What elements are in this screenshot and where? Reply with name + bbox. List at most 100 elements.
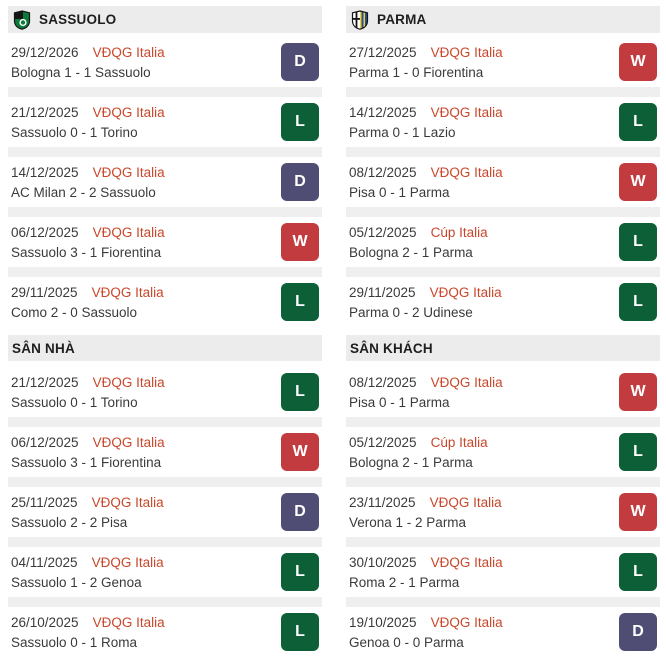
match-row[interactable]: 26/10/2025 VĐQG Italia Sassuolo 0 - 1 Rom… bbox=[8, 607, 322, 657]
match-row[interactable]: 29/11/2025 VĐQG Italia Parma 0 - 2 Udines… bbox=[346, 277, 660, 327]
match-info: 19/10/2025 VĐQG Italia Genoa 0 - 0 Parma bbox=[349, 615, 503, 650]
section-header-away: SÂN KHÁCH bbox=[346, 335, 660, 361]
competition-label: VĐQG Italia bbox=[430, 554, 503, 570]
match-score: AC Milan 2 - 2 Sassuolo bbox=[11, 184, 156, 200]
match-date: 23/11/2025 bbox=[349, 494, 416, 510]
result-badge: L bbox=[619, 283, 657, 321]
match-row[interactable]: 06/12/2025 VĐQG Italia Sassuolo 3 - 1 Fio… bbox=[8, 217, 322, 267]
match-row[interactable]: 08/12/2025 VĐQG Italia Pisa 0 - 1 Parma W bbox=[346, 367, 660, 417]
competition-label: VĐQG Italia bbox=[430, 164, 503, 180]
result-badge: W bbox=[619, 493, 657, 531]
recent-form-list-sassuolo: 29/12/2026 VĐQG Italia Bologna 1 - 1 Sass… bbox=[8, 37, 322, 327]
result-badge: W bbox=[619, 163, 657, 201]
match-score: Verona 1 - 2 Parma bbox=[349, 514, 467, 530]
result-badge: D bbox=[281, 163, 319, 201]
match-row[interactable]: 05/12/2025 Cúp Italia Bologna 2 - 1 Parma… bbox=[346, 217, 660, 267]
match-score: Parma 1 - 0 Fiorentina bbox=[349, 64, 484, 80]
match-info: 08/12/2025 VĐQG Italia Pisa 0 - 1 Parma bbox=[349, 165, 503, 200]
match-date: 08/12/2025 bbox=[349, 374, 417, 390]
match-date: 19/10/2025 bbox=[349, 614, 417, 630]
match-info: 29/11/2025 VĐQG Italia Como 2 - 0 Sassuol… bbox=[11, 285, 164, 320]
match-info: 06/12/2025 VĐQG Italia Sassuolo 3 - 1 Fio… bbox=[11, 435, 165, 470]
result-badge: D bbox=[619, 613, 657, 651]
competition-label: VĐQG Italia bbox=[92, 224, 165, 240]
match-score: Genoa 0 - 0 Parma bbox=[349, 634, 464, 650]
section-title: SÂN KHÁCH bbox=[350, 340, 433, 356]
match-info: 08/12/2025 VĐQG Italia Pisa 0 - 1 Parma bbox=[349, 375, 503, 410]
match-date: 21/12/2025 bbox=[11, 104, 79, 120]
result-badge: L bbox=[619, 223, 657, 261]
match-row[interactable]: 27/12/2025 VĐQG Italia Parma 1 - 0 Fioren… bbox=[346, 37, 660, 87]
competition-label: Cúp Italia bbox=[430, 224, 488, 240]
match-info: 14/12/2025 VĐQG Italia Parma 0 - 1 Lazio bbox=[349, 105, 503, 140]
match-info: 29/12/2026 VĐQG Italia Bologna 1 - 1 Sass… bbox=[11, 45, 165, 80]
team-header-sassuolo: SASSUOLO bbox=[8, 6, 322, 33]
away-form-list-parma: 08/12/2025 VĐQG Italia Pisa 0 - 1 Parma W… bbox=[346, 367, 660, 657]
match-info: 14/12/2025 VĐQG Italia AC Milan 2 - 2 Sas… bbox=[11, 165, 165, 200]
competition-label: VĐQG Italia bbox=[430, 374, 503, 390]
team-header-parma: PARMA bbox=[346, 6, 660, 33]
match-info: 23/11/2025 VĐQG Italia Verona 1 - 2 Parma bbox=[349, 495, 502, 530]
match-row[interactable]: 04/11/2025 VĐQG Italia Sassuolo 1 - 2 Gen… bbox=[8, 547, 322, 597]
match-info: 29/11/2025 VĐQG Italia Parma 0 - 2 Udines… bbox=[349, 285, 502, 320]
result-badge: W bbox=[619, 373, 657, 411]
match-row[interactable]: 29/12/2026 VĐQG Italia Bologna 1 - 1 Sass… bbox=[8, 37, 322, 87]
match-info: 25/11/2025 VĐQG Italia Sassuolo 2 - 2 Pis… bbox=[11, 495, 164, 530]
result-badge: L bbox=[619, 553, 657, 591]
competition-label: VĐQG Italia bbox=[430, 614, 503, 630]
match-row[interactable]: 30/10/2025 VĐQG Italia Roma 2 - 1 Parma L bbox=[346, 547, 660, 597]
competition-label: VĐQG Italia bbox=[91, 554, 164, 570]
match-score: Como 2 - 0 Sassuolo bbox=[11, 304, 138, 320]
competition-label: VĐQG Italia bbox=[92, 44, 165, 60]
match-row[interactable]: 05/12/2025 Cúp Italia Bologna 2 - 1 Parma… bbox=[346, 427, 660, 477]
team-column-sassuolo: SASSUOLO 29/12/2026 VĐQG Italia Bologna 1… bbox=[8, 6, 322, 657]
match-row[interactable]: 21/12/2025 VĐQG Italia Sassuolo 0 - 1 Tor… bbox=[8, 367, 322, 417]
match-row[interactable]: 23/11/2025 VĐQG Italia Verona 1 - 2 Parma… bbox=[346, 487, 660, 537]
match-row[interactable]: 29/11/2025 VĐQG Italia Como 2 - 0 Sassuol… bbox=[8, 277, 322, 327]
match-date: 05/12/2025 bbox=[349, 434, 417, 450]
match-score: Sassuolo 0 - 1 Torino bbox=[11, 394, 138, 410]
competition-label: VĐQG Italia bbox=[429, 284, 502, 300]
match-info: 21/12/2025 VĐQG Italia Sassuolo 0 - 1 Tor… bbox=[11, 105, 165, 140]
competition-label: VĐQG Italia bbox=[92, 374, 165, 390]
match-row[interactable]: 08/12/2025 VĐQG Italia Pisa 0 - 1 Parma W bbox=[346, 157, 660, 207]
match-row[interactable]: 25/11/2025 VĐQG Italia Sassuolo 2 - 2 Pis… bbox=[8, 487, 322, 537]
competition-label: VĐQG Italia bbox=[91, 494, 164, 510]
match-score: Roma 2 - 1 Parma bbox=[349, 574, 460, 590]
competition-label: VĐQG Italia bbox=[429, 494, 502, 510]
match-row[interactable]: 14/12/2025 VĐQG Italia Parma 0 - 1 Lazio … bbox=[346, 97, 660, 147]
competition-label: VĐQG Italia bbox=[92, 434, 165, 450]
team-column-parma: PARMA 27/12/2025 VĐQG Italia Parma 1 - 0 … bbox=[346, 6, 660, 657]
match-score: Pisa 0 - 1 Parma bbox=[349, 184, 450, 200]
result-badge: L bbox=[281, 613, 319, 651]
competition-label: VĐQG Italia bbox=[92, 164, 165, 180]
competition-label: VĐQG Italia bbox=[91, 284, 164, 300]
match-info: 30/10/2025 VĐQG Italia Roma 2 - 1 Parma bbox=[349, 555, 503, 590]
match-score: Parma 0 - 2 Udinese bbox=[349, 304, 473, 320]
match-date: 29/12/2026 bbox=[11, 44, 79, 60]
match-date: 14/12/2025 bbox=[11, 164, 79, 180]
match-row[interactable]: 19/10/2025 VĐQG Italia Genoa 0 - 0 Parma … bbox=[346, 607, 660, 657]
match-row[interactable]: 21/12/2025 VĐQG Italia Sassuolo 0 - 1 Tor… bbox=[8, 97, 322, 147]
result-badge: L bbox=[281, 283, 319, 321]
match-row[interactable]: 06/12/2025 VĐQG Italia Sassuolo 3 - 1 Fio… bbox=[8, 427, 322, 477]
parma-crest-icon bbox=[350, 9, 370, 30]
match-score: Sassuolo 0 - 1 Roma bbox=[11, 634, 138, 650]
match-date: 21/12/2025 bbox=[11, 374, 79, 390]
competition-label: Cúp Italia bbox=[430, 434, 488, 450]
result-badge: D bbox=[281, 43, 319, 81]
competition-label: VĐQG Italia bbox=[92, 614, 165, 630]
match-score: Parma 0 - 1 Lazio bbox=[349, 124, 456, 140]
match-date: 27/12/2025 bbox=[349, 44, 417, 60]
match-date: 26/10/2025 bbox=[11, 614, 79, 630]
match-score: Sassuolo 3 - 1 Fiorentina bbox=[11, 244, 162, 260]
match-info: 26/10/2025 VĐQG Italia Sassuolo 0 - 1 Rom… bbox=[11, 615, 165, 650]
match-score: Sassuolo 0 - 1 Torino bbox=[11, 124, 138, 140]
match-date: 06/12/2025 bbox=[11, 434, 79, 450]
match-row[interactable]: 14/12/2025 VĐQG Italia AC Milan 2 - 2 Sas… bbox=[8, 157, 322, 207]
team-name: PARMA bbox=[377, 12, 427, 27]
match-score: Pisa 0 - 1 Parma bbox=[349, 394, 450, 410]
match-score: Bologna 1 - 1 Sassuolo bbox=[11, 64, 151, 80]
section-title: SÂN NHÀ bbox=[12, 340, 75, 356]
result-badge: W bbox=[281, 433, 319, 471]
